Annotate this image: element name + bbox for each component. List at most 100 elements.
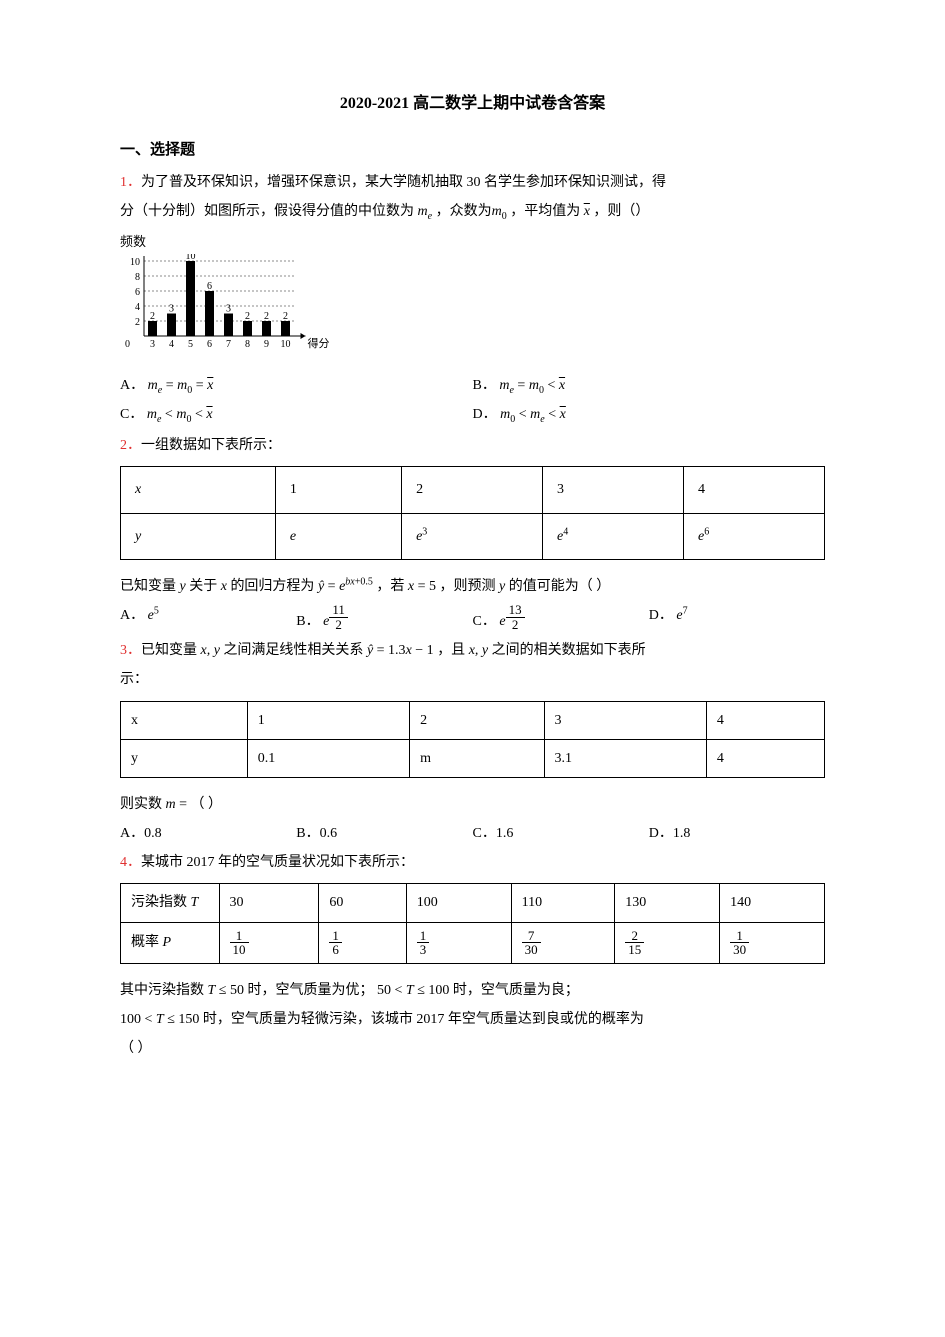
q2-text: 一组数据如下表所示： [141,438,281,453]
table-cell: 130 [720,922,825,963]
table-cell: 3 [544,701,706,739]
table-cell: 0.1 [247,739,409,777]
q4-table: 污染指数 T 30 60 100 110 130 140 概率 P 110161… [120,883,825,963]
svg-text:2: 2 [245,311,250,322]
table-cell: 130 [615,884,720,922]
table-cell: 3.1 [544,739,706,777]
q1-number: 1． [120,175,141,190]
q3-opt-a: A．0.8 [120,821,296,846]
q4-line4: （ ） [120,1036,825,1061]
table-cell: 4 [684,467,825,513]
table-cell: 730 [511,922,615,963]
q1-text-b-mid: ，众数为 [436,204,492,219]
me-symbol: me [418,204,433,219]
q1-opt-b: B． me = m0 < x [473,371,826,400]
table-cell: x [121,701,248,739]
table-cell: 2 [402,467,543,513]
q2-line2: 已知变量 y 关于 x 的回归方程为 ŷ = ebx+0.5 ，若 x = 5 … [120,574,825,599]
q4-line3: 100 < T ≤ 150 时，空气质量为轻微污染，该城市 2017 年空气质量… [120,1007,825,1032]
table-cell: e [290,529,296,544]
q1-opt-c: C． me < m0 < x [120,400,473,429]
svg-text:3: 3 [226,303,231,314]
q3-number: 3． [120,643,141,658]
svg-text:6: 6 [207,339,212,350]
q2-opt-c: C． e132 [473,603,649,634]
q2-line1: 2．一组数据如下表所示： [120,433,825,458]
table-cell: 60 [319,884,406,922]
q1-options: A． me = m0 = x B． me = m0 < x C． me < m0… [120,371,825,429]
q2-opt-b: B． e112 [296,603,472,634]
page-title: 2020-2021 高二数学上期中试卷含答案 [120,90,825,119]
svg-text:3: 3 [150,339,155,350]
table-cell: 110 [511,884,615,922]
svg-text:6: 6 [207,281,212,292]
svg-text:5: 5 [188,339,193,350]
bar-chart-svg: 246810233410566372829210得分0 [120,254,330,354]
q2-opt-d: D． e7 [649,603,825,634]
svg-text:4: 4 [169,339,174,350]
section-heading: 一、选择题 [120,137,825,164]
svg-text:8: 8 [245,339,250,350]
q2-number: 2． [120,438,141,453]
q1-text-b-pre: 分（十分制）如图所示，假设得分值的中位数为 [120,204,414,219]
q2-options: A． e5 B． e112 C． e132 D． e7 [120,603,825,634]
svg-text:8: 8 [135,272,140,283]
q1-line2: 分（十分制）如图所示，假设得分值的中位数为 me ，众数为m0 ，平均值为 x … [120,199,825,224]
svg-text:2: 2 [264,311,269,322]
q3-options: A．0.8 B．0.6 C．1.6 D．1.8 [120,821,825,846]
svg-text:得分: 得分 [308,337,330,350]
q3-opt-b: B．0.6 [296,821,472,846]
table-cell: 污染指数 T [121,884,220,922]
q1-chart: 频数 246810233410566372829210得分0 [120,230,825,363]
chart-ylabel: 频数 [120,230,825,253]
q1-text-b-end: ，则（） [593,204,649,219]
q4-line1: 4．某城市 2017 年的空气质量状况如下表所示： [120,850,825,875]
svg-text:9: 9 [264,339,269,350]
svg-text:2: 2 [283,311,288,322]
table-cell: 13 [406,922,511,963]
m0-symbol: m [492,204,502,219]
q3-opt-d: D．1.8 [649,821,825,846]
q1-line1: 1．为了普及环保知识，增强环保意识，某大学随机抽取 30 名学生参加环保知识测试… [120,170,825,195]
table-cell: x [135,482,141,497]
svg-text:10: 10 [130,257,140,268]
svg-text:0: 0 [125,339,130,350]
table-cell: 110 [219,922,319,963]
table-cell: 30 [219,884,319,922]
q3-q: 则实数 m = （ ） [120,792,825,817]
q4-number: 4． [120,855,141,870]
table-cell: 3 [543,467,684,513]
svg-text:2: 2 [150,311,155,322]
table-cell: 140 [720,884,825,922]
q3-opt-c: C．1.6 [473,821,649,846]
svg-text:3: 3 [169,303,174,314]
q3-table: x 1 2 3 4 y 0.1 m 3.1 4 [120,701,825,778]
xbar-symbol: x [584,204,590,219]
q1-opt-d: D． m0 < me < x [473,400,826,429]
q2-table: x 1 2 3 4 y e e3 e4 e6 [120,466,825,559]
table-cell: 1 [275,467,401,513]
q1-opt-a: A． me = m0 = x [120,371,473,400]
q1-text-b-mid2: ，平均值为 [510,204,580,219]
table-cell: 215 [615,922,720,963]
table-cell: 概率 P [121,922,220,963]
svg-text:6: 6 [135,287,140,298]
svg-text:10: 10 [186,254,196,262]
svg-text:10: 10 [281,339,291,350]
table-cell: 2 [410,701,544,739]
svg-text:2: 2 [135,317,140,328]
table-cell: y [121,739,248,777]
q2-opt-a: A． e5 [120,603,296,634]
q3-line1: 3．已知变量 x, y 之间满足线性相关关系 ŷ = 1.3x − 1 ，且 x… [120,638,825,663]
table-cell: 16 [319,922,406,963]
q1-text-a: 为了普及环保知识，增强环保意识，某大学随机抽取 30 名学生参加环保知识测试，得 [141,175,666,190]
table-cell: 4 [706,701,824,739]
table-cell: y [135,529,141,544]
q4-text: 某城市 2017 年的空气质量状况如下表所示： [141,855,414,870]
table-cell: m [410,739,544,777]
table-cell: 100 [406,884,511,922]
q4-line2: 其中污染指数 T ≤ 50 时，空气质量为优； 50 < T ≤ 100 时，空… [120,978,825,1003]
svg-text:7: 7 [226,339,231,350]
q3-line1b: 示： [120,667,825,692]
table-cell: 1 [247,701,409,739]
